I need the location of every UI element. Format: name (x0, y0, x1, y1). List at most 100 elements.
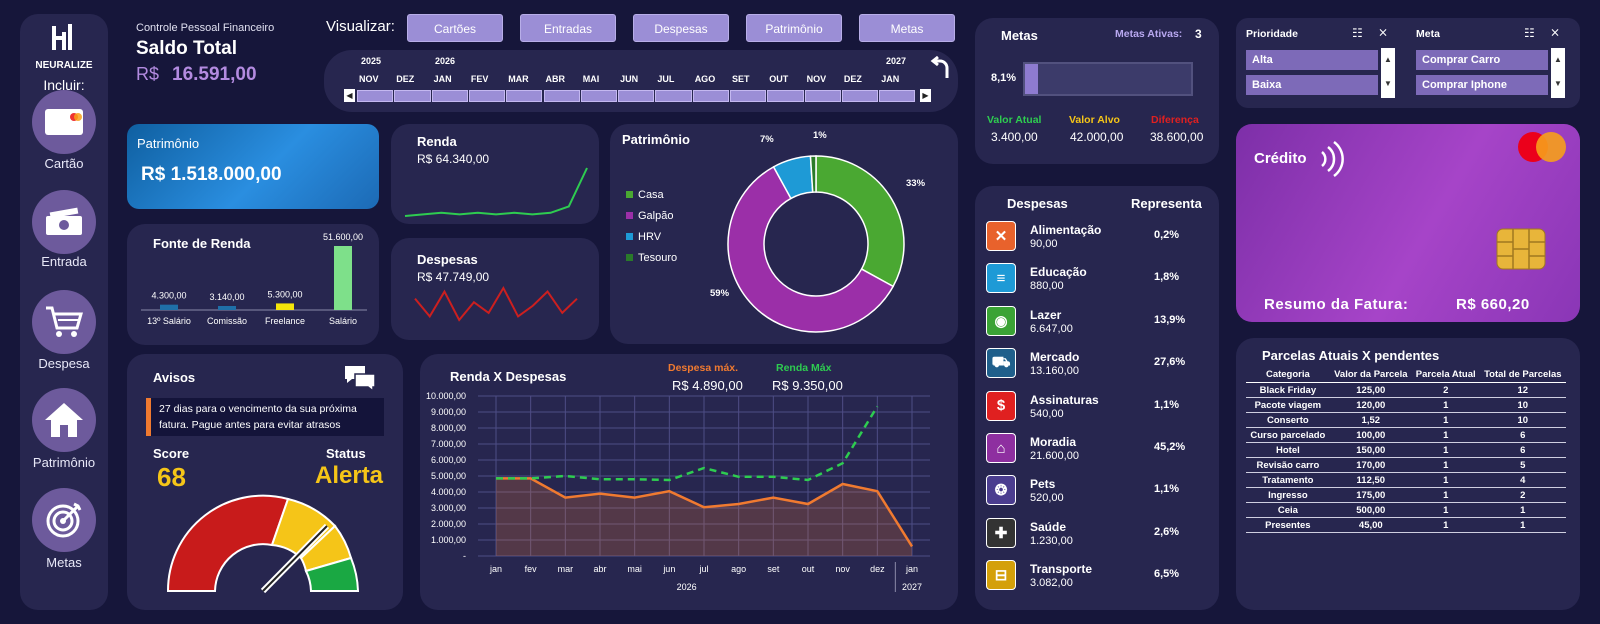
gamepad-icon: ◉ (986, 305, 1016, 336)
timeline-scroll-right[interactable]: ▶ (920, 89, 931, 102)
bar-data-label: 4.300,00 (151, 291, 186, 301)
table-cell: 45,00 (1329, 517, 1412, 533)
patrimonio-donut-title: Patrimônio (622, 132, 690, 147)
add-card-button[interactable] (32, 90, 96, 154)
tab-patrimonio[interactable]: Patrimônio (746, 14, 842, 42)
timeline-segment[interactable] (431, 90, 468, 102)
despesa-percent: 1,1% (1154, 398, 1180, 411)
add-income-button[interactable] (32, 190, 96, 254)
timeline-segment[interactable] (804, 90, 841, 102)
chip-icon (1496, 228, 1546, 275)
parcelas-header: Categoria (1246, 367, 1330, 383)
meta-multiselect-icon[interactable]: ☷ (1524, 26, 1535, 40)
meta-option-iphone[interactable]: Comprar Iphone (1416, 75, 1548, 95)
meta-clear-filter-icon[interactable]: ⨯ (1550, 25, 1561, 39)
timeline-segment[interactable] (692, 90, 729, 102)
table-cell: 125,00 (1329, 382, 1412, 398)
timeline-segment[interactable] (879, 90, 916, 102)
house-icon (45, 403, 83, 437)
car-icon: ⊟ (986, 560, 1016, 591)
despesa-row: ◉ Lazer 6.647,00 13,9% (986, 305, 1216, 342)
table-cell: 1 (1411, 457, 1480, 473)
tab-despesas[interactable]: Despesas (633, 14, 729, 42)
donut-slice (727, 165, 895, 333)
timeline-segment[interactable] (506, 90, 543, 102)
sidebar-label-patrimonio: Patrimônio (32, 455, 96, 470)
fatura-label: Resumo da Fatura: (1264, 296, 1409, 313)
table-cell: 2 (1479, 487, 1566, 503)
timeline-segment[interactable] (468, 90, 506, 102)
avisos-card: Avisos 27 dias para o vencimento da sua … (127, 354, 403, 610)
score-value: 68 (157, 462, 186, 492)
timeline-month-label: JAN (433, 74, 452, 84)
mastercard-logo (1516, 130, 1568, 169)
timeline-scroll-left[interactable]: ◀ (344, 89, 355, 102)
books-icon: ≡ (986, 263, 1016, 294)
despesa-row: ✕ Alimentação 90,00 0,2% (986, 221, 1216, 257)
table-row: Hotel 150,00 1 6 (1246, 442, 1566, 458)
x-tick-label: nov (835, 564, 850, 574)
include-label: Incluir: (43, 77, 85, 93)
patrimonio-kpi-value: R$ 1.518.000,00 (141, 164, 282, 185)
prioridade-option-baixa[interactable]: Baixa (1246, 75, 1378, 95)
timeline-segment[interactable] (580, 90, 618, 102)
prioridade-scrollbar[interactable]: ▲ ▼ (1381, 48, 1395, 98)
table-cell: Ceia (1246, 502, 1330, 518)
prioridade-option-alta[interactable]: Alta (1246, 50, 1378, 70)
despesa-percent: 1,8% (1154, 271, 1180, 284)
tab-metas[interactable]: Metas (859, 14, 955, 42)
despesa-name: Saúde (1030, 519, 1067, 534)
despesa-percent: 27,6% (1154, 356, 1186, 369)
y-tick-label: 3.000,00 (431, 503, 466, 513)
balance-currency: R$ (136, 64, 160, 84)
despesa-name: Moradia (1030, 435, 1077, 449)
timeline-segment[interactable] (841, 90, 879, 102)
timeline-month-label: DEZ (843, 74, 862, 84)
table-row: Conserto 1,52 1 10 (1246, 412, 1566, 428)
bar-data-label: 5.300,00 (267, 289, 302, 299)
table-cell: 1 (1479, 502, 1566, 518)
health-icon: ✚ (986, 517, 1016, 548)
sidebar-label-cartao: Cartão (44, 156, 84, 171)
table-cell: 120,00 (1329, 397, 1412, 413)
bar-category-label: Comissão (207, 316, 247, 326)
metas-card: Metas Metas Ativas: 3 8,1% Valor Atual 3… (975, 18, 1219, 164)
timeline-segment[interactable] (730, 90, 767, 102)
page-title: Saldo Total (136, 38, 237, 59)
rxd-title: Renda X Despesas (450, 369, 567, 384)
add-expense-button[interactable] (32, 290, 96, 354)
tab-entradas[interactable]: Entradas (520, 14, 616, 42)
despesa-name: Mercado (1030, 350, 1080, 365)
add-goal-button[interactable] (32, 488, 96, 552)
timeline-segment[interactable] (618, 90, 655, 102)
view-label: Visualizar: (326, 18, 395, 35)
timeline-segment[interactable] (767, 90, 804, 102)
timeline-month-label: JAN (881, 74, 900, 84)
legend-label: Tesouro (638, 252, 677, 264)
timeline-segment[interactable] (357, 90, 394, 102)
patrimonio-kpi-card: Patrimônio R$ 1.518.000,00 (127, 124, 379, 209)
table-cell: 1 (1411, 517, 1480, 533)
timeline-month-label: MAI (582, 74, 600, 84)
diferenca-label: Diferença (1151, 114, 1199, 126)
timeline-segment[interactable] (394, 90, 431, 102)
despesa-name: Assinaturas (1030, 392, 1099, 407)
sidebar: NEURALIZE Incluir: Cartão Entrada Despes… (20, 14, 108, 610)
table-cell: 6 (1479, 427, 1566, 443)
bar-category-label: Freelance (265, 316, 305, 326)
add-asset-button[interactable] (32, 388, 96, 452)
despesa-percent: 1,1% (1154, 483, 1180, 496)
prioridade-clear-filter-icon[interactable]: ⨯ (1378, 25, 1389, 39)
meta-option-carro[interactable]: Comprar Carro (1416, 50, 1548, 70)
timeline-reset-icon[interactable] (930, 55, 952, 85)
timeline-month-label: NOV (806, 74, 827, 84)
patrimonio-donut-card: Patrimônio 33% 59% 7% 1% Casa Galpão HRV Tesour… (610, 124, 958, 344)
tab-cartoes[interactable]: Cartões (407, 14, 503, 42)
despesa-value: 1.230,00 (1030, 534, 1073, 547)
timeline-segment[interactable] (655, 90, 692, 102)
meta-scrollbar[interactable]: ▲ ▼ (1551, 48, 1565, 98)
timeline-segment[interactable] (543, 90, 580, 102)
prioridade-multiselect-icon[interactable]: ☷ (1352, 26, 1363, 40)
target-icon (46, 502, 82, 538)
donut-data-label: 33% (906, 178, 926, 189)
